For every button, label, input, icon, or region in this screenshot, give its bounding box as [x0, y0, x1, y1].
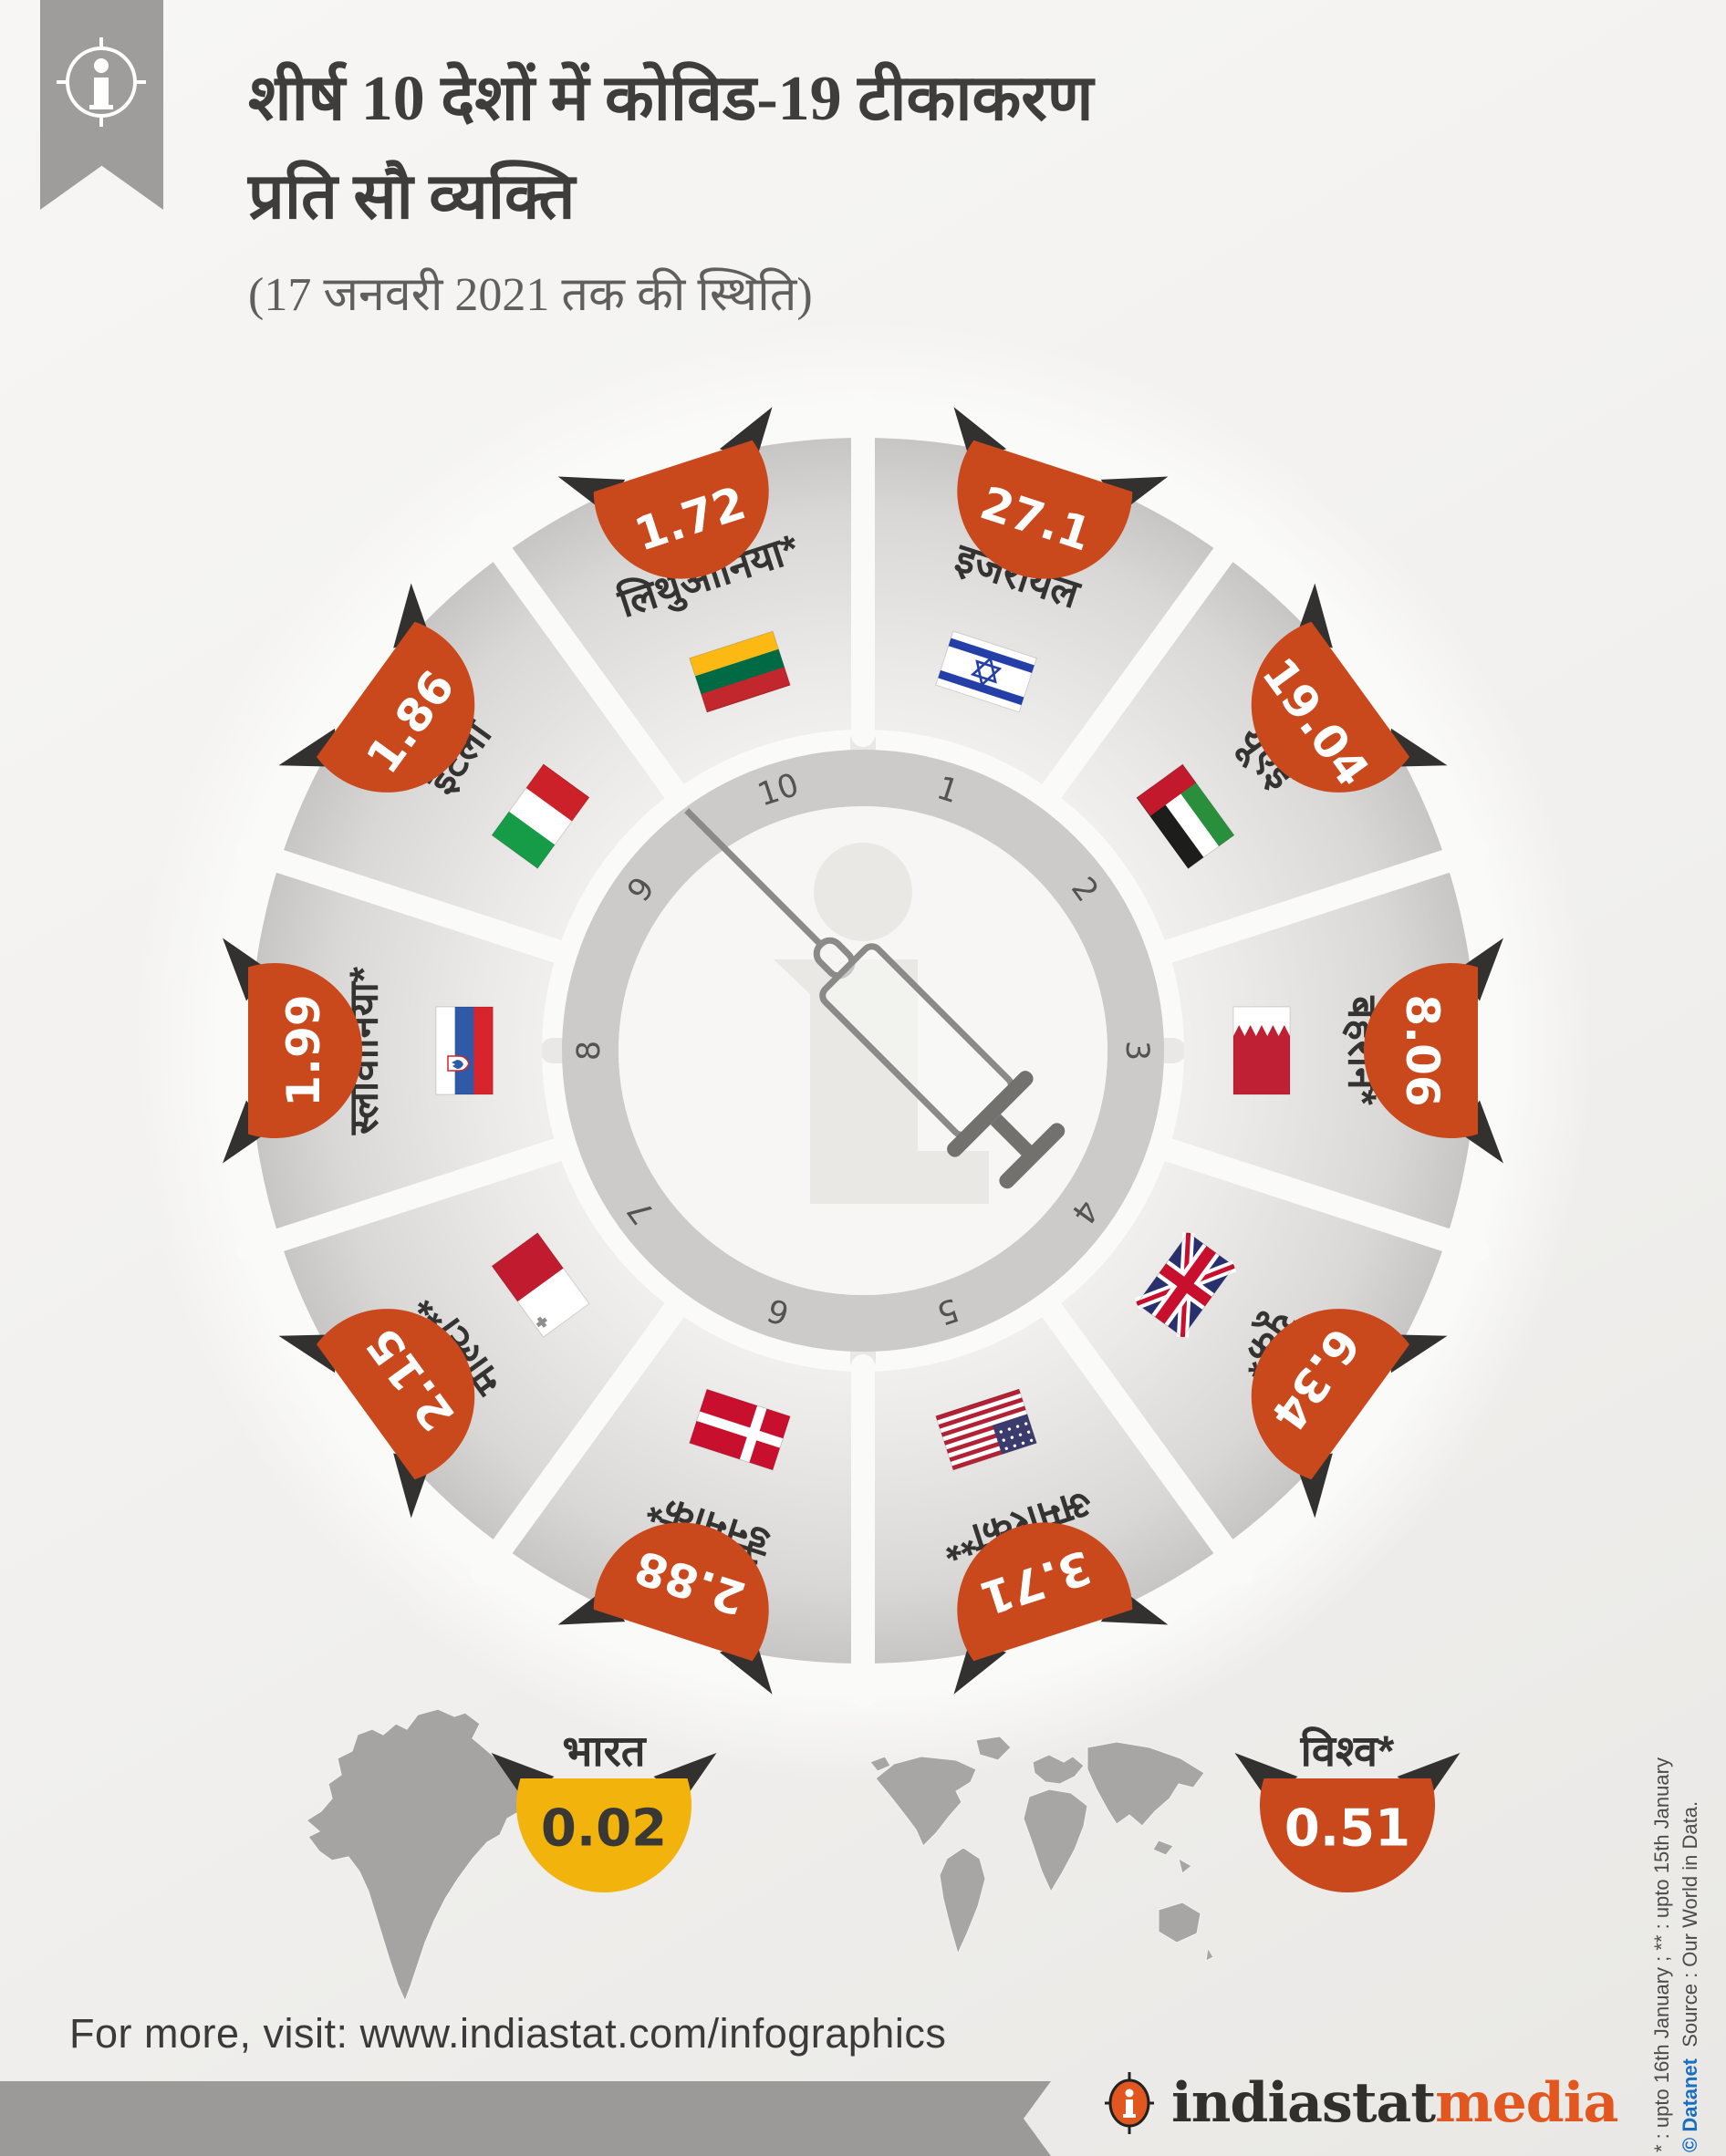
value-badge: 27.1: [953, 407, 1169, 579]
wheel-segment-10: [503, 438, 863, 792]
value-badge: 3.71: [953, 1522, 1169, 1695]
value-badge-number: 8.06: [1396, 994, 1449, 1106]
wheel-segment-3: [1168, 861, 1477, 1240]
comparison-label: भारत: [562, 1726, 647, 1775]
brand-text-media: media: [1435, 2071, 1618, 2135]
brand-text-indiastat: indiastat: [1171, 2071, 1436, 2135]
indiastatmedia-logo: indiastatmedia: [1102, 2059, 1618, 2147]
wheel-badges-layer: 27.119.048.066.343.712.882.151.991.861.7…: [223, 407, 1503, 1695]
wheel-segment-2: [1051, 555, 1447, 952]
comparison-badge: 0.02: [491, 1753, 717, 1893]
uae-flag: [1136, 763, 1235, 869]
copyright-datanet: © Datanet: [1679, 2058, 1701, 2152]
source-note: Source : Our World in Data.: [1679, 1800, 1701, 2047]
bahrain-flag: [1232, 1006, 1291, 1095]
wheel-segment-1: [863, 438, 1223, 792]
wheel-segment-9: [279, 555, 675, 952]
rank-number: 3: [1118, 1041, 1155, 1061]
comparison-badges-layer: भारत 0.02 विश्व* 0.51: [491, 1726, 1461, 1893]
rank-number: 8: [571, 1041, 608, 1061]
wheel-gaps-layer: [236, 393, 1490, 1708]
footnotes-vertical: * : upto 16th January ; ** : upto 15th J…: [1648, 1664, 1704, 2152]
value-badge-number: 1.99: [277, 994, 330, 1106]
usa-flag: [935, 1388, 1037, 1471]
footer-ribbon-band: [0, 2081, 1051, 2156]
uk-flag: [1134, 1232, 1237, 1338]
comparison-label: विश्व*: [1300, 1726, 1395, 1775]
page-title-line1: शीर्ष 10 देशों में कोविड-19 टीकाकरण: [248, 64, 1094, 134]
page-title-line2: प्रति सौ व्यक्ति: [248, 162, 576, 233]
footnote-source-line: © Datanet Source : Our World in Data.: [1676, 1664, 1704, 2152]
indiastat-i-badge-icon: [1105, 2072, 1154, 2134]
value-badge: 1.72: [557, 407, 773, 579]
value-badge: 1.99: [223, 938, 362, 1164]
comparison-value: 0.02: [541, 1799, 667, 1859]
lithuania-flag: [689, 630, 791, 713]
wheel-segment-4: [1051, 1149, 1447, 1547]
italy-flag: [491, 763, 590, 869]
wheel-segment-6: [503, 1310, 863, 1664]
wheel-segment-7: [279, 1149, 675, 1547]
comparison-value: 0.51: [1284, 1799, 1410, 1859]
israel-flag: [935, 630, 1037, 713]
world-map: [869, 1736, 1214, 1962]
comparison-badge: 0.51: [1234, 1753, 1461, 1893]
syringe-icon: [684, 808, 1066, 1189]
slovenia-flag: [435, 1006, 494, 1095]
value-badge: 1.86: [278, 583, 475, 793]
value-badge: 2.15: [278, 1309, 475, 1519]
value-badge: 8.06: [1364, 938, 1503, 1164]
page-subtitle: (17 जनवरी 2021 तक की स्थिति): [248, 269, 813, 321]
value-badge: 6.34: [1251, 1309, 1448, 1519]
malta-flag: [491, 1232, 590, 1338]
rank-ring: [562, 750, 1164, 1352]
denmark-flag: [689, 1388, 791, 1471]
indiastat-i-icon: [57, 37, 146, 127]
footer-visit-link[interactable]: For more, visit: www.indiastat.com/infog…: [69, 2010, 947, 2057]
value-badge: 2.88: [557, 1522, 773, 1695]
wheel-segment-8: [250, 861, 558, 1240]
footnote-asterisks: * : upto 16th January ; ** : upto 15th J…: [1650, 1757, 1673, 2152]
wheel-segment-5: [863, 1310, 1223, 1664]
wheel-segments-layer: [250, 438, 1477, 1664]
